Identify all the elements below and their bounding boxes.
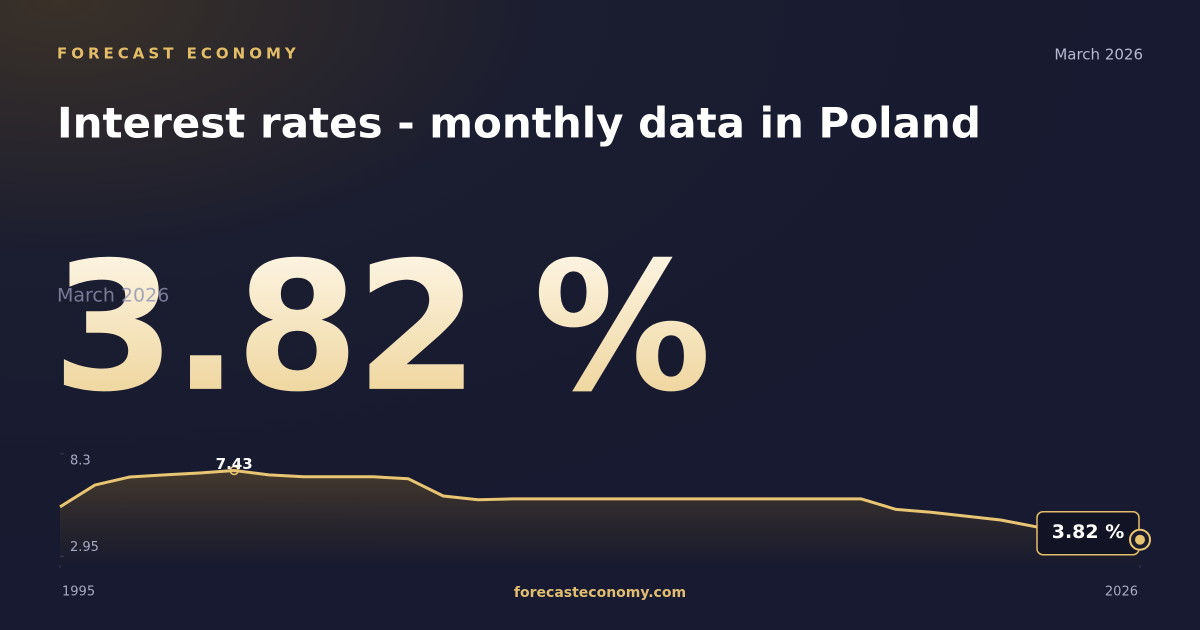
x-tick-label: 1995 bbox=[62, 585, 95, 600]
headline-value: 3.82 % bbox=[52, 224, 708, 431]
end-marker bbox=[1135, 534, 1145, 545]
area-fill bbox=[60, 470, 1140, 565]
x-tick-label: 2026 bbox=[1105, 585, 1138, 600]
line bbox=[59, 469, 1141, 542]
date: March 2026 bbox=[1054, 46, 1143, 64]
title: Interest rates - monthly data in Poland bbox=[57, 99, 981, 148]
peak-label: 7.43 bbox=[216, 455, 253, 473]
brand: FORECAST ECONOMY bbox=[57, 45, 300, 63]
y-tick-label: 8.3 bbox=[70, 453, 91, 468]
end-label: 3.82 % bbox=[1052, 521, 1125, 543]
footer: forecasteconomy.com bbox=[514, 585, 686, 601]
y-tick-label: 2.95 bbox=[70, 540, 99, 555]
peak-marker bbox=[229, 465, 239, 476]
headline-date: March 2026 bbox=[57, 285, 169, 307]
